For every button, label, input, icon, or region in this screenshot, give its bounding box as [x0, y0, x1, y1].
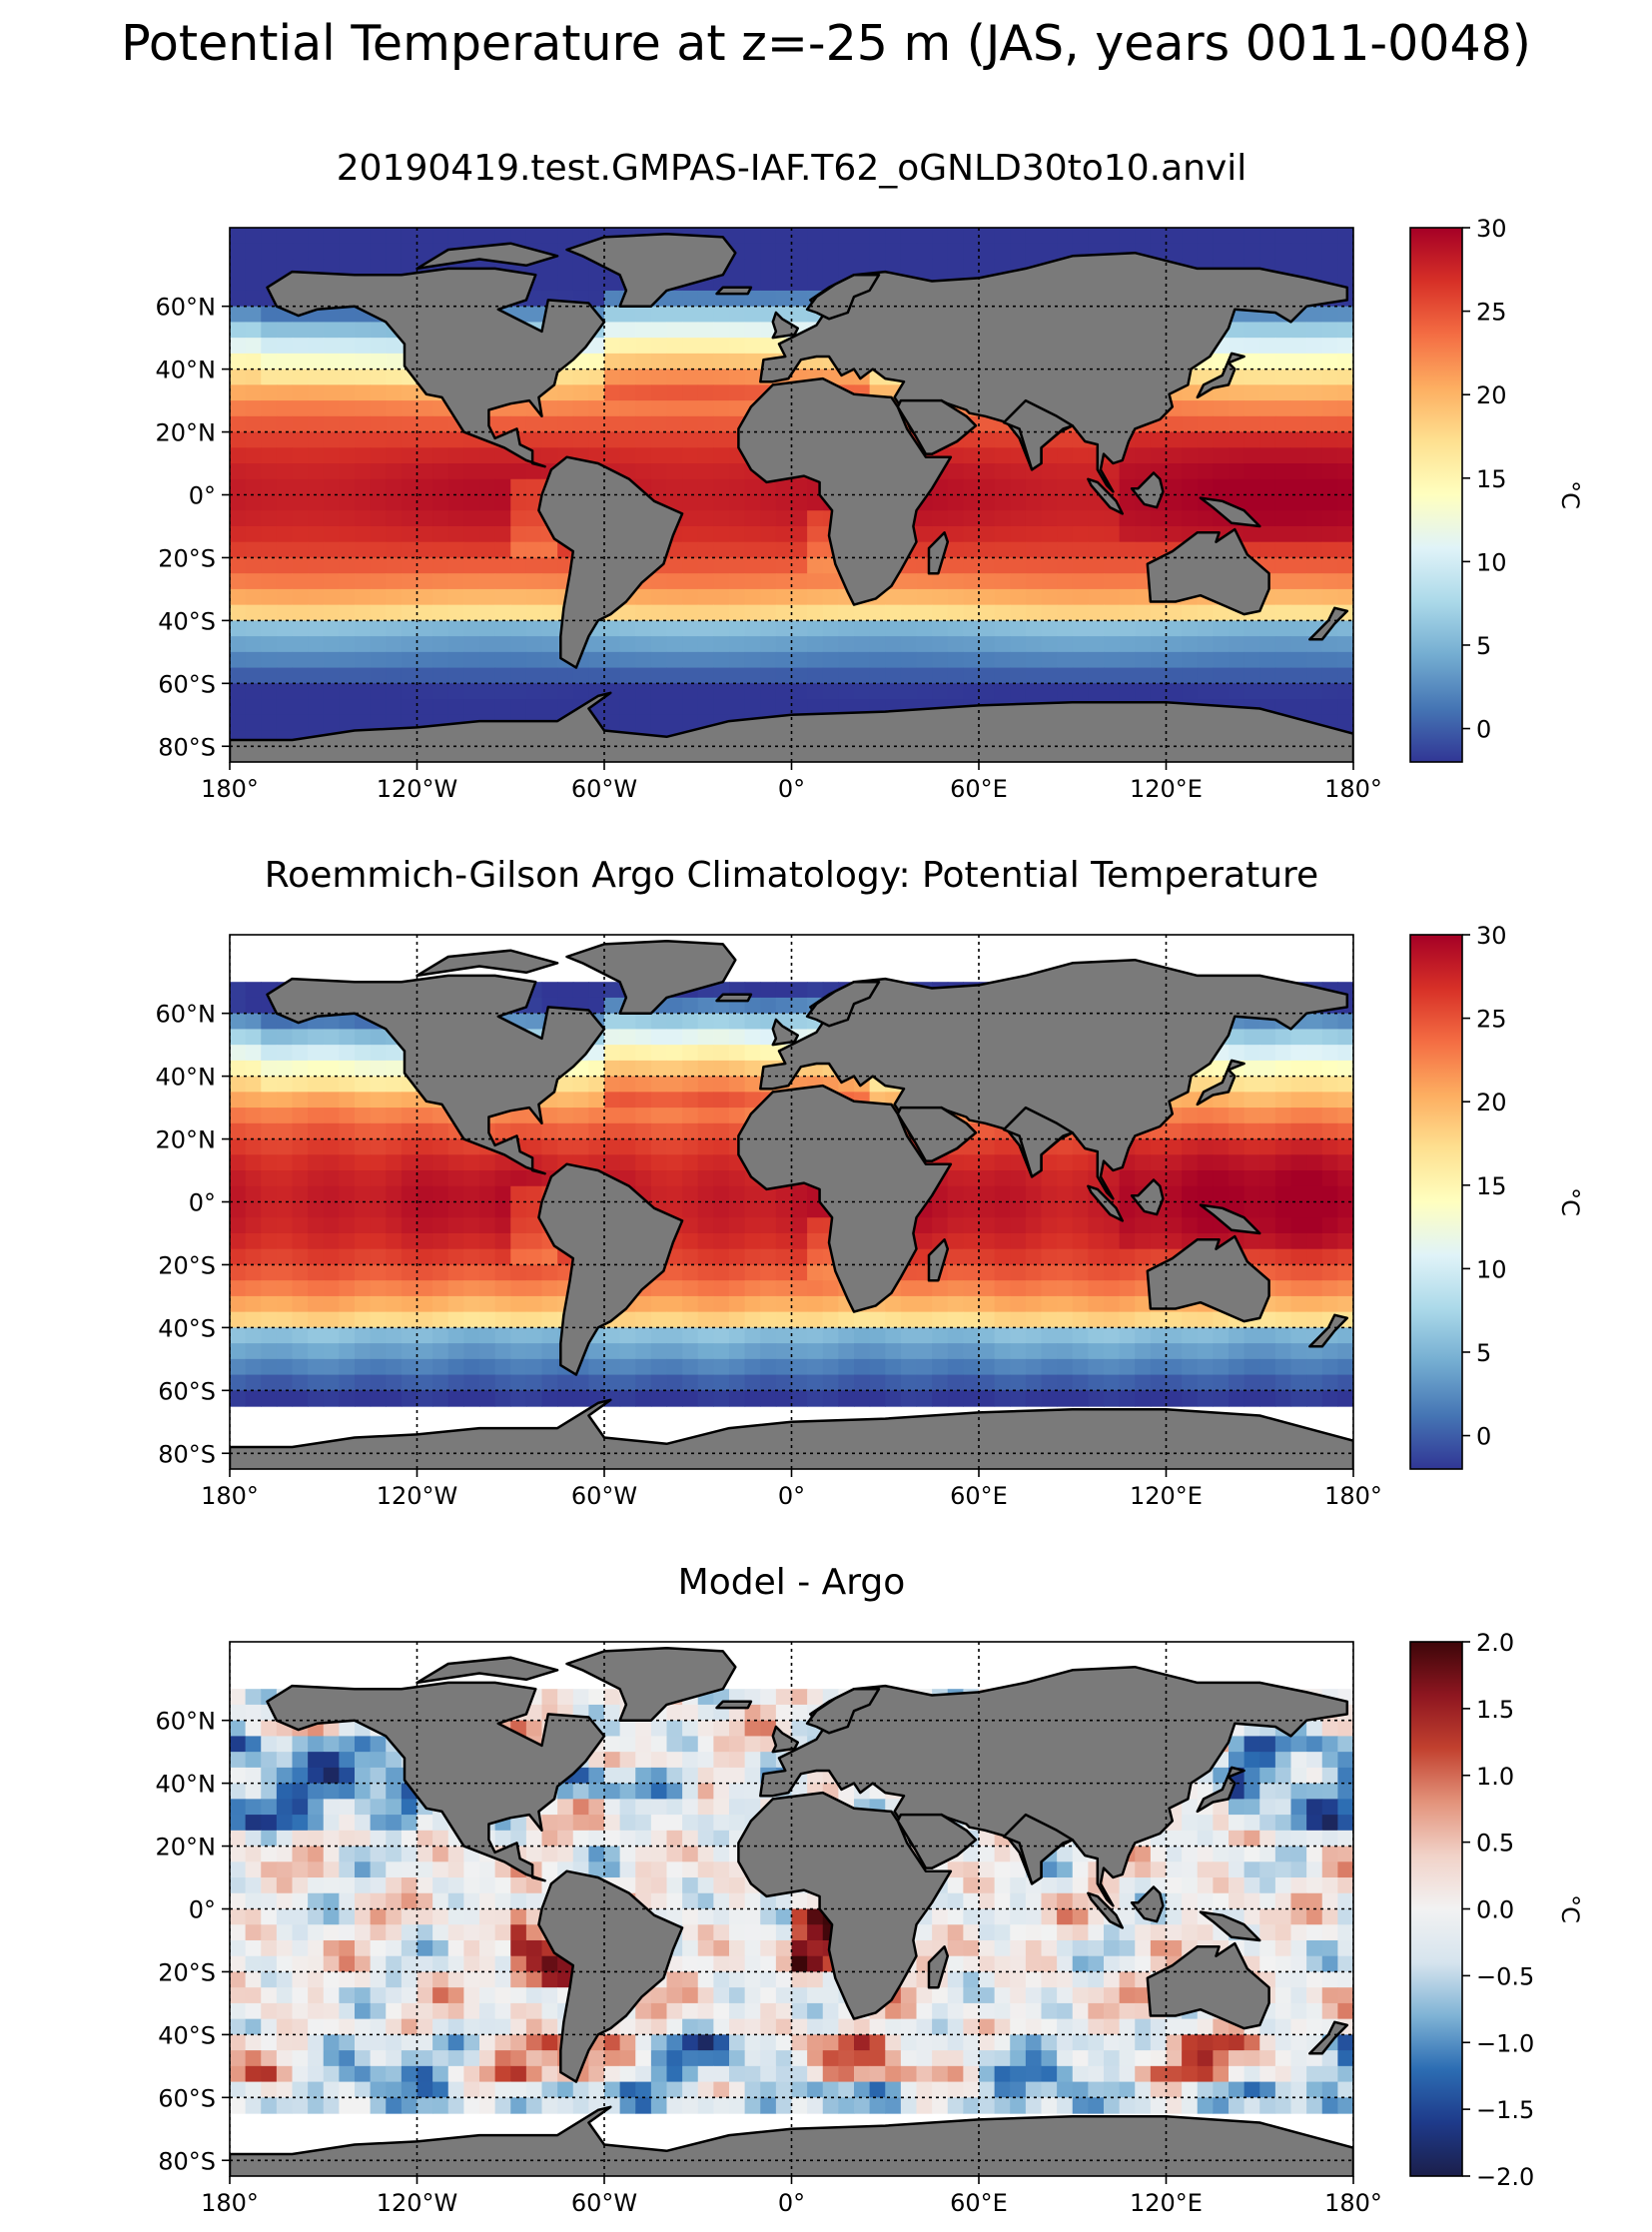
colorbar-tick-label: 0	[1476, 716, 1491, 744]
y-tick-label: 0°	[189, 1189, 216, 1217]
x-tick-label: 180°	[1324, 2189, 1382, 2217]
colorbar-tick-label: 5	[1476, 1339, 1491, 1367]
x-tick-label: 120°E	[1130, 2189, 1203, 2217]
y-tick-label: 40°S	[158, 607, 216, 635]
y-tick-label: 20°N	[156, 1834, 217, 1861]
panel-title: Model - Argo	[678, 1562, 906, 1603]
colorbar-label: °C	[1556, 480, 1584, 509]
x-tick-label: 0°	[778, 1482, 805, 1510]
x-tick-label: 0°	[778, 775, 805, 803]
colorbar-tick-label: 20	[1476, 1089, 1507, 1116]
figure-title: Potential Temperature at z=-25 m (JAS, y…	[121, 15, 1531, 72]
y-tick-label: 80°S	[158, 2147, 216, 2175]
heatmap-field	[230, 228, 1353, 762]
y-tick-label: 20°N	[156, 1126, 217, 1154]
x-tick-label: 180°	[201, 2189, 259, 2217]
map-panel-1: 20190419.test.GMPAS-IAF.T62_oGNLD30to10.…	[156, 148, 1585, 803]
colorbar-tick-label: 20	[1476, 381, 1507, 409]
colorbar-label: °C	[1556, 1187, 1584, 1216]
colorbar-tick-label: 0.5	[1476, 1830, 1514, 1858]
colorbar-tick-label: 0	[1476, 1423, 1491, 1451]
x-tick-label: 60°W	[571, 775, 637, 803]
colorbar-tick-label: 25	[1476, 1006, 1507, 1034]
x-tick-label: 120°W	[377, 1482, 458, 1510]
x-tick-label: 120°W	[377, 2189, 458, 2217]
y-tick-label: 0°	[189, 1896, 216, 1924]
x-tick-label: 60°E	[950, 775, 1008, 803]
x-tick-label: 180°	[1324, 775, 1382, 803]
colorbar-tick-label: 15	[1476, 465, 1507, 493]
colorbar-tick-label: 1.0	[1476, 1763, 1514, 1791]
y-tick-label: 60°S	[158, 2084, 216, 2112]
colorbar-tick-label: 5	[1476, 632, 1491, 660]
x-tick-label: 120°W	[377, 775, 458, 803]
y-tick-label: 20°S	[158, 544, 216, 572]
x-tick-label: 120°E	[1130, 775, 1203, 803]
y-tick-label: 80°S	[158, 733, 216, 761]
colorbar-tick-label: 2.0	[1476, 1629, 1514, 1657]
x-tick-label: 60°E	[950, 1482, 1008, 1510]
x-tick-label: 60°E	[950, 2189, 1008, 2217]
y-tick-label: 60°S	[158, 1377, 216, 1405]
colorbar-tick-label: 15	[1476, 1172, 1507, 1200]
colorbar-tick-label: 30	[1476, 215, 1507, 243]
y-tick-label: 40°S	[158, 1314, 216, 1342]
panels: 20190419.test.GMPAS-IAF.T62_oGNLD30to10.…	[156, 148, 1585, 2217]
gridlines	[230, 935, 1353, 1469]
y-tick-label: 80°S	[158, 1440, 216, 1468]
heatmap-field	[230, 1642, 1353, 2176]
y-tick-label: 20°S	[158, 1251, 216, 1279]
heatmap-field	[230, 935, 1353, 1469]
land-mask	[230, 940, 1353, 1469]
colorbar-tick-label: −0.5	[1476, 1962, 1534, 1990]
y-tick-label: 40°S	[158, 2021, 216, 2049]
colorbar: 30 25 20 15 10 5 0 °C	[1409, 922, 1584, 1470]
x-tick-label: 60°W	[571, 2189, 637, 2217]
y-tick-label: 60°N	[156, 294, 217, 322]
x-tick-label: 180°	[201, 775, 259, 803]
colorbar-tick-label: 10	[1476, 1255, 1507, 1283]
map-panel-3: Model - Argo 180° 120°W 60°W 0° 60°E 120°E 180°…	[156, 1562, 1585, 2217]
y-tick-label: 20°S	[158, 1958, 216, 1986]
land-mask	[230, 233, 1353, 762]
panel-title: 20190419.test.GMPAS-IAF.T62_oGNLD30to10.…	[337, 148, 1247, 189]
gridlines	[230, 228, 1353, 762]
y-tick-label: 40°N	[156, 357, 217, 384]
y-tick-label: 60°S	[158, 670, 216, 698]
colorbar-label: °C	[1556, 1894, 1584, 1923]
colorbar-tick-label: −1.0	[1476, 2029, 1534, 2057]
colorbar-tick-label: 25	[1476, 299, 1507, 327]
colorbar-tick-label: 0.0	[1476, 1896, 1514, 1924]
map-panel-2: Roemmich-Gilson Argo Climatology: Potent…	[156, 855, 1585, 1510]
x-tick-label: 180°	[201, 1482, 259, 1510]
colorbar: 2.0 1.5 1.0 0.5 0.0 −0.5 −1.0 −1.5 −2.0 °C	[1409, 1629, 1584, 2191]
colorbar-tick-label: 10	[1476, 548, 1507, 576]
land-mask	[230, 1647, 1353, 2176]
colorbar-tick-label: −2.0	[1476, 2163, 1534, 2191]
x-tick-label: 180°	[1324, 1482, 1382, 1510]
colorbar-tick-label: 1.5	[1476, 1696, 1514, 1724]
colorbar-tick-label: −1.5	[1476, 2096, 1534, 2124]
y-tick-label: 40°N	[156, 1064, 217, 1092]
panel-title: Roemmich-Gilson Argo Climatology: Potent…	[265, 855, 1318, 896]
x-tick-label: 60°W	[571, 1482, 637, 1510]
y-tick-label: 20°N	[156, 419, 217, 447]
y-tick-label: 60°N	[156, 1001, 217, 1029]
colorbar: 30 25 20 15 10 5 0 °C	[1409, 215, 1584, 763]
y-tick-label: 40°N	[156, 1771, 217, 1799]
x-tick-label: 0°	[778, 2189, 805, 2217]
x-tick-label: 120°E	[1130, 1482, 1203, 1510]
colorbar-tick-label: 30	[1476, 922, 1507, 950]
gridlines	[230, 1642, 1353, 2176]
y-tick-label: 0°	[189, 482, 216, 510]
y-tick-label: 60°N	[156, 1708, 217, 1736]
